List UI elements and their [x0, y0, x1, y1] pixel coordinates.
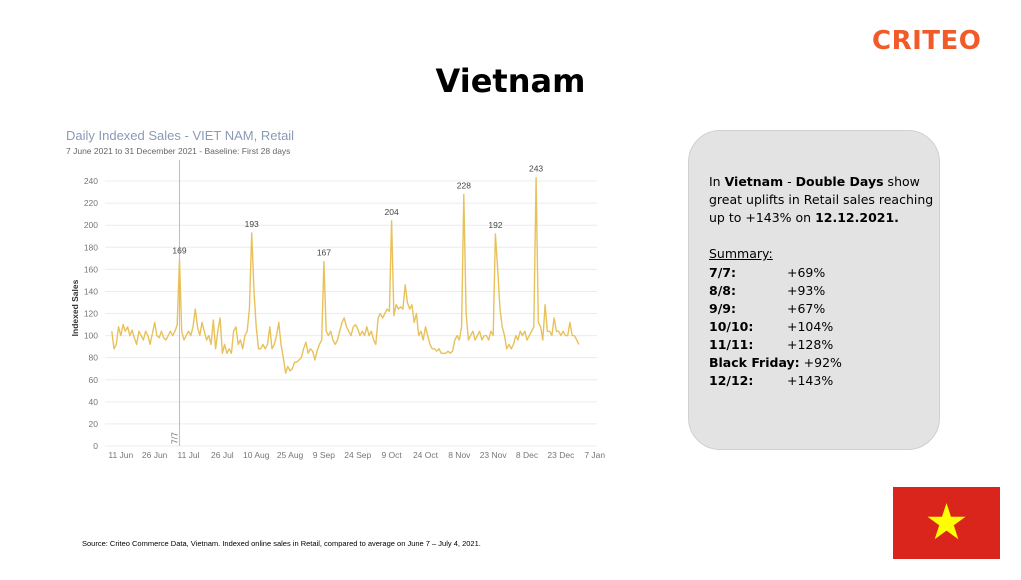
- peak-label: 167: [317, 248, 331, 258]
- x-tick-label: 23 Dec: [547, 450, 575, 460]
- y-tick-label: 60: [89, 375, 99, 385]
- peak-label: 228: [457, 180, 471, 190]
- summary-row-9-9: 9/9: +67%: [709, 300, 842, 318]
- summary-label: 12/12:: [709, 373, 754, 388]
- summary-label: 8/8:: [709, 283, 736, 298]
- summary-value: +143%: [787, 373, 834, 388]
- peak-label: 193: [245, 219, 259, 229]
- summary-intro: In Vietnam - Double Days show great upli…: [709, 173, 934, 227]
- line-chart: 0 20 40 60 80 100 120 140 160 180 200 220 240 11 Jun 2…: [70, 160, 605, 460]
- summary-value: +67%: [787, 301, 826, 316]
- x-tick-label: 11 Jun: [108, 450, 133, 460]
- peak-label: 192: [488, 220, 502, 230]
- summary-label: 11/11:: [709, 337, 754, 352]
- summary-list: 7/7: +69% 8/8: +93% 9/9: +67% 10/10: +104% 1…: [709, 264, 842, 390]
- y-tick-label: 0: [93, 441, 98, 451]
- y-tick-label: 200: [84, 220, 98, 230]
- vietnam-flag: [893, 487, 1000, 559]
- x-tick-label: 8 Nov: [448, 450, 471, 460]
- summary-value: +104%: [787, 319, 834, 334]
- x-tick-label: 24 Sep: [344, 450, 371, 460]
- y-tick-label: 40: [89, 397, 99, 407]
- summary-value: +128%: [787, 337, 834, 352]
- y-tick-label: 80: [89, 353, 99, 363]
- x-tick-label: 24 Oct: [413, 450, 439, 460]
- intro-text-3: show great uplifts in Retail sales reach…: [709, 174, 934, 225]
- summary-heading: Summary:: [709, 246, 773, 261]
- x-tick-label: 9 Oct: [381, 450, 402, 460]
- summary-value: +69%: [787, 265, 826, 280]
- y-tick-label: 120: [84, 309, 98, 319]
- source-note: Source: Criteo Commerce Data, Vietnam. I…: [82, 539, 481, 548]
- y-tick-label: 20: [89, 419, 99, 429]
- summary-value: +92%: [803, 355, 842, 370]
- summary-value: +93%: [787, 283, 826, 298]
- summary-row-8-8: 8/8: +93%: [709, 282, 842, 300]
- series-line: [111, 177, 580, 374]
- x-tick-label: 10 Aug: [243, 450, 270, 460]
- summary-label: 9/9:: [709, 301, 736, 316]
- y-tick-label: 220: [84, 198, 98, 208]
- intro-text-2: -: [783, 174, 796, 189]
- y-tick-label: 180: [84, 242, 98, 252]
- summary-row-12-12: 12/12: +143%: [709, 372, 842, 390]
- chart-subtitle: 7 June 2021 to 31 December 2021 - Baseli…: [66, 146, 291, 156]
- intro-date: 12.12.2021.: [815, 210, 899, 225]
- intro-text-1: In: [709, 174, 725, 189]
- star-icon: [927, 503, 966, 540]
- y-tick-label: 160: [84, 264, 98, 274]
- summary-row-7-7: 7/7: +69%: [709, 264, 842, 282]
- intro-country: Vietnam: [724, 174, 784, 189]
- y-axis-label: Indexed Sales: [70, 279, 80, 336]
- summary-label: 7/7:: [709, 265, 736, 280]
- x-tick-label: 9 Sep: [313, 450, 335, 460]
- x-tick-label: 11 Jul: [177, 450, 199, 460]
- summary-label: Black Friday:: [709, 355, 800, 370]
- summary-row-10-10: 10/10: +104%: [709, 318, 842, 336]
- summary-box: In Vietnam - Double Days show great upli…: [688, 130, 940, 450]
- peak-label: 204: [385, 207, 399, 217]
- page-title: Vietnam: [435, 62, 586, 100]
- intro-double-days: Double Days: [795, 174, 884, 189]
- summary-row-black-friday: Black Friday: +92%: [709, 354, 842, 372]
- x-tick-label: 23 Nov: [480, 450, 508, 460]
- x-tick-label: 26 Jun: [142, 450, 168, 460]
- x-tick-label: 8 Dec: [516, 450, 539, 460]
- summary-row-11-11: 11/11: +128%: [709, 336, 842, 354]
- criteo-logo: CRITEO: [872, 26, 982, 56]
- peak-label: 169: [172, 245, 186, 255]
- x-tick-label: 26 Jul: [211, 450, 234, 460]
- chart-title: Daily Indexed Sales - VIET NAM, Retail: [66, 128, 295, 143]
- summary-label: 10/10:: [709, 319, 754, 334]
- reference-line-label: 7/7: [169, 432, 179, 444]
- x-tick-label: 7 Jan: [584, 450, 605, 460]
- y-tick-label: 140: [84, 286, 98, 296]
- y-tick-label: 240: [84, 176, 98, 186]
- x-tick-label: 25 Aug: [277, 450, 304, 460]
- peak-label: 243: [529, 164, 543, 174]
- y-tick-label: 100: [84, 331, 98, 341]
